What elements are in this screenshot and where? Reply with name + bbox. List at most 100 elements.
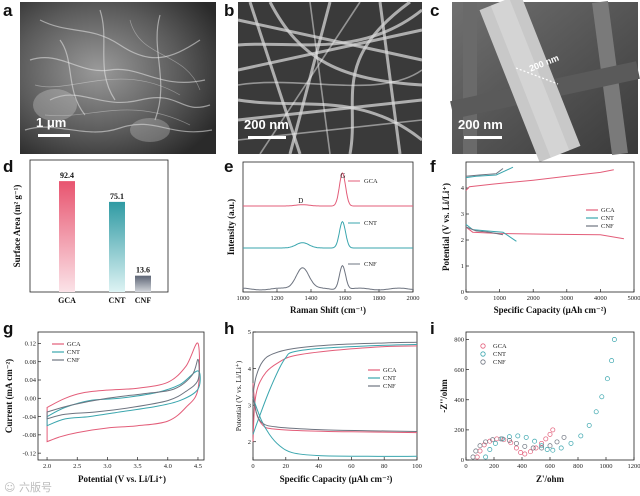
y-tick-label-g: -0.08 bbox=[22, 432, 36, 439]
panel-label-d: d bbox=[3, 157, 13, 176]
panel-label-h: h bbox=[224, 319, 234, 338]
charge-line-gca bbox=[252, 345, 418, 442]
peak-label-d: D bbox=[298, 197, 303, 205]
bar-value-label: 75.1 bbox=[110, 192, 124, 201]
y-tick-label-g: 0.00 bbox=[25, 395, 36, 402]
peak-label-g: G bbox=[340, 172, 345, 180]
nyquist-point-cnt bbox=[586, 422, 592, 428]
x-tick-label-i: 400 bbox=[517, 463, 527, 470]
raman-line-gca bbox=[243, 172, 413, 207]
nyquist-point-cnt bbox=[539, 443, 545, 449]
x-tick-label-f: 5000 bbox=[628, 295, 640, 302]
nyquist-point-cnf bbox=[483, 439, 489, 445]
y-tick-label-g: 0.04 bbox=[25, 377, 37, 384]
x-tick-label-h: 20 bbox=[283, 463, 290, 470]
x-tick-label-h: 100 bbox=[412, 463, 422, 470]
legend-label-e: CNF bbox=[364, 261, 377, 268]
bar-cnf bbox=[135, 275, 151, 292]
cv-loop-cnf bbox=[46, 358, 200, 420]
y-tick-label-g: 0.12 bbox=[25, 341, 36, 348]
charge-line-cnf bbox=[252, 341, 418, 395]
y-tick-label-f: 2 bbox=[461, 237, 464, 244]
nyquist-point-cnt bbox=[523, 434, 529, 440]
chart-g: Current (mA cm⁻²) Potential (V vs. Li/Li… bbox=[4, 331, 205, 484]
watermark-text: ☺ 六版号 bbox=[4, 480, 52, 494]
discharge-line-cnf bbox=[252, 394, 418, 432]
nyquist-point-cnf bbox=[513, 440, 519, 446]
charge-line-cnf bbox=[465, 168, 504, 177]
bar-value-label: 13.6 bbox=[136, 266, 150, 275]
plot-frame-d bbox=[29, 159, 169, 293]
discharge-line-cnt bbox=[465, 224, 517, 242]
nyquist-point-cnf bbox=[530, 445, 536, 451]
legend-label-h: CNT bbox=[383, 375, 396, 382]
x-tick-label-e: 1400 bbox=[305, 295, 318, 302]
nyquist-point-cnf bbox=[477, 443, 483, 449]
scale-bar-c bbox=[464, 136, 502, 139]
y-tick-label-g: -0.12 bbox=[22, 450, 36, 457]
y-tick-label-i: 0 bbox=[461, 457, 464, 464]
nyquist-point-gca bbox=[550, 427, 556, 433]
nyquist-point-cnf bbox=[554, 439, 560, 445]
y-tick-label-h: 4 bbox=[248, 366, 252, 373]
nyquist-point-cnt bbox=[506, 434, 512, 440]
nyquist-point-cnt bbox=[492, 440, 498, 446]
nyquist-point-cnf bbox=[490, 437, 496, 443]
raman-line-cnf bbox=[243, 264, 414, 291]
legend-label-h: GCA bbox=[383, 367, 397, 374]
x-tick-label-g: 4.0 bbox=[164, 463, 172, 470]
legend-label-g: GCA bbox=[67, 341, 81, 348]
bar-value-label: 92.4 bbox=[60, 171, 74, 180]
ylabel-i: -Z''/ohm bbox=[439, 379, 449, 413]
nyquist-point-gca bbox=[539, 440, 545, 446]
x-tick-label-f: 4000 bbox=[594, 295, 607, 302]
chart-i: -Z''/ohm Z'/ohm 0 200 400 600 800 1000 1200 0 20… bbox=[439, 331, 640, 484]
x-tick-label-g: 3.5 bbox=[134, 463, 142, 470]
nyquist-point-cnt bbox=[515, 433, 521, 439]
legend-label-f: GCA bbox=[601, 207, 615, 214]
nyquist-point-gca bbox=[494, 436, 500, 442]
nyquist-point-gca bbox=[513, 445, 519, 451]
y-tick-label-f: 3 bbox=[461, 211, 464, 218]
nyquist-point-cnt bbox=[550, 447, 556, 453]
nyquist-point-gca bbox=[474, 454, 480, 460]
scale-label-c: 200 nm bbox=[458, 117, 503, 132]
y-tick-label-h: 5 bbox=[248, 329, 251, 336]
ylabel-d: Surface Area (m² g⁻¹) bbox=[12, 185, 22, 268]
y-tick-label-f: 1 bbox=[461, 263, 464, 270]
nyquist-point-gca bbox=[477, 448, 483, 454]
panel-label-f: f bbox=[430, 157, 436, 176]
nyquist-point-cnf bbox=[470, 454, 476, 460]
legend-label-i: CNF bbox=[493, 359, 506, 366]
nyquist-point-cnf bbox=[539, 445, 545, 451]
nyquist-point-cnt bbox=[544, 447, 550, 452]
sem-panel-b: 200 nm bbox=[237, 0, 423, 155]
bar-cnt bbox=[109, 201, 125, 292]
x-tick-label-h: 0 bbox=[251, 463, 254, 470]
nyquist-point-cnf bbox=[561, 434, 567, 440]
xlabel-h: Specific Capacity (μAh cm⁻²) bbox=[280, 474, 393, 484]
x-tick-label-h: 60 bbox=[348, 463, 355, 470]
scale-label-b: 200 nm bbox=[244, 117, 289, 132]
nyquist-point-gca bbox=[547, 431, 553, 437]
xlabel-e: Raman Shift (cm⁻¹) bbox=[290, 305, 366, 315]
raman-line-cnt bbox=[243, 220, 413, 249]
legend-label-g: CNF bbox=[67, 357, 80, 364]
x-tick-label-g: 3.0 bbox=[103, 463, 111, 470]
panel-label-c: c bbox=[430, 1, 439, 20]
legend-label-f: CNT bbox=[601, 215, 614, 222]
x-tick-label-e: 1800 bbox=[373, 295, 386, 302]
x-tick-label-g: 4.5 bbox=[194, 463, 202, 470]
x-tick-label-g: 2.0 bbox=[43, 463, 51, 470]
nyquist-point-cnt bbox=[593, 409, 599, 415]
legend-label-h: CNF bbox=[383, 383, 396, 390]
legend-label-f: CNF bbox=[601, 223, 614, 230]
x-category-label: CNF bbox=[135, 296, 152, 305]
nyquist-point-cnt bbox=[609, 358, 615, 364]
nyquist-point-cnt bbox=[532, 438, 538, 444]
charge-line-cnt bbox=[465, 166, 514, 179]
chart-h: Potential (V vs. Li/Li⁺) Specific Capaci… bbox=[234, 329, 422, 484]
x-tick-label-f: 3000 bbox=[560, 295, 573, 302]
x-tick-label-g: 2.5 bbox=[73, 463, 81, 470]
nyquist-point-cnt bbox=[599, 394, 605, 400]
